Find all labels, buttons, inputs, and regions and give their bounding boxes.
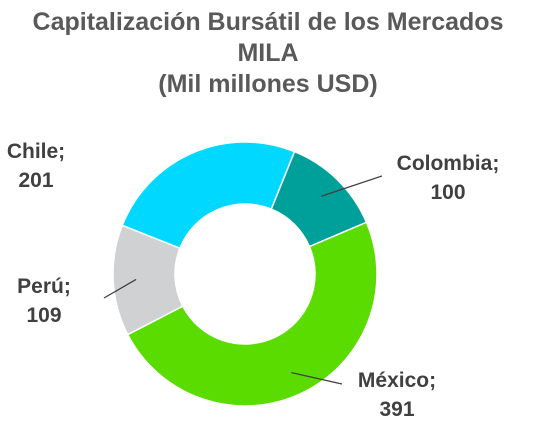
- leader-line-peru: [103, 278, 137, 299]
- data-label-chile-name: Chile;: [7, 140, 65, 163]
- data-labels: Colombia; 100 México; 391 Perú; 109 Chil…: [7, 140, 500, 421]
- chart-title: Capitalización Bursátil de los Mercados …: [33, 8, 504, 98]
- data-label-colombia-value: 100: [430, 181, 465, 204]
- leader-line-colombia: [321, 175, 383, 197]
- data-label-mexico-name: México;: [358, 369, 436, 392]
- slice-chile: [121, 141, 296, 250]
- donut-slices: [112, 141, 378, 407]
- data-label-mexico-value: 391: [379, 398, 414, 421]
- chart-title-line-3: (Mil millones USD): [158, 70, 377, 98]
- data-label-colombia-name: Colombia;: [397, 152, 500, 175]
- data-label-colombia: Colombia; 100: [397, 152, 500, 204]
- leader-lines: [103, 175, 383, 385]
- leader-line-mexico: [291, 371, 343, 385]
- chart-title-line-2: MILA: [237, 39, 298, 67]
- data-label-chile-value: 201: [18, 169, 53, 192]
- data-label-mexico: México; 391: [358, 369, 436, 421]
- chart-title-line-1: Capitalización Bursátil de los Mercados: [33, 8, 504, 36]
- data-label-chile: Chile; 201: [7, 140, 65, 192]
- data-label-peru: Perú; 109: [17, 275, 71, 327]
- data-label-peru-value: 109: [26, 304, 61, 327]
- data-label-peru-name: Perú;: [17, 275, 71, 298]
- slice-mexico: [126, 221, 378, 407]
